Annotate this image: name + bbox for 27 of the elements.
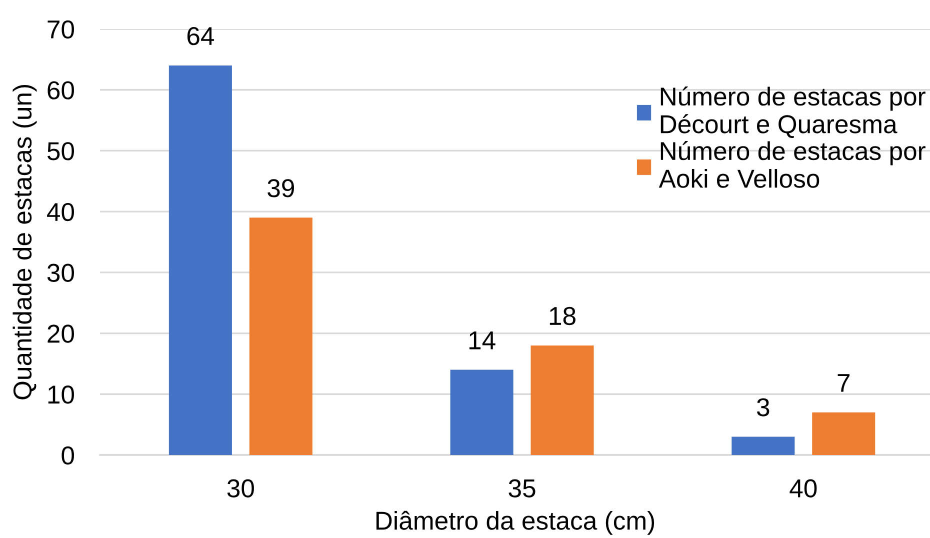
data-label: 18 bbox=[550, 306, 576, 326]
x-axis-title: Diâmetro da estaca (cm) bbox=[376, 510, 654, 535]
legend-label: Número de estacas por Décourt e Quaresma bbox=[660, 86, 926, 138]
bar bbox=[530, 345, 594, 455]
x-tick-label: 35 bbox=[508, 479, 536, 498]
y-tick-label: 30 bbox=[47, 264, 74, 282]
y-tick-label: 40 bbox=[47, 202, 74, 222]
bar bbox=[450, 370, 514, 455]
x-tick-label: 30 bbox=[227, 479, 254, 498]
bar bbox=[732, 436, 795, 455]
y-tick-label: 0 bbox=[62, 446, 74, 465]
bar bbox=[168, 66, 232, 455]
y-tick-label: 70 bbox=[48, 20, 74, 39]
y-tick-label: 20 bbox=[48, 324, 74, 343]
data-label: 14 bbox=[469, 332, 496, 350]
y-tick-label: 10 bbox=[48, 386, 74, 404]
data-label: 64 bbox=[187, 26, 214, 46]
y-tick-label: 50 bbox=[47, 142, 74, 160]
data-label: 39 bbox=[268, 179, 294, 198]
bar bbox=[249, 218, 312, 455]
bar bbox=[812, 412, 876, 455]
y-axis-title: Quantidade de estacas (un) bbox=[12, 85, 37, 400]
x-tick-label: 40 bbox=[790, 479, 817, 498]
data-label: 7 bbox=[838, 374, 850, 392]
y-tick-label: 60 bbox=[48, 81, 74, 100]
data-label: 3 bbox=[756, 398, 770, 416]
legend-label: Número de estacas por Aoki e Velloso bbox=[658, 141, 926, 188]
